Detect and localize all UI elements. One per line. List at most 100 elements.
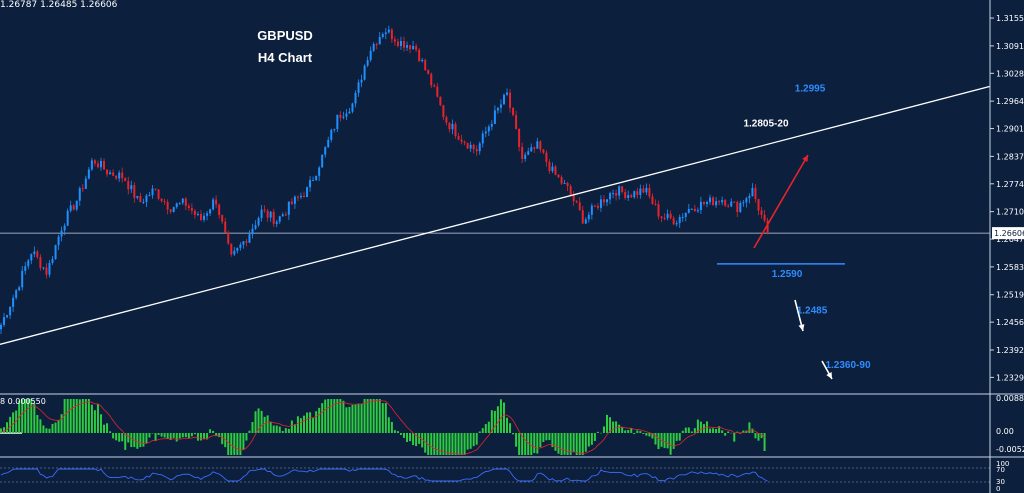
candle-body	[339, 114, 342, 118]
macd-bar	[636, 430, 639, 433]
price-tick-label: 1.27740	[996, 180, 1024, 189]
candle-body	[175, 203, 178, 208]
candle-body	[636, 191, 639, 195]
candle-body	[369, 50, 372, 61]
candle-body	[536, 141, 539, 149]
macd-bar	[524, 433, 527, 455]
candle-body	[639, 188, 642, 195]
candle-body	[690, 208, 693, 210]
candle-body	[742, 202, 745, 204]
candle-body	[109, 172, 112, 175]
macd-bar	[12, 412, 15, 433]
bearish-arrow-head	[826, 372, 832, 379]
candle-body	[327, 139, 330, 148]
macd-bar	[333, 399, 336, 433]
macd-bar	[742, 430, 745, 433]
macd-panel	[0, 399, 766, 455]
macd-bar	[75, 399, 78, 433]
candle-body	[36, 251, 39, 258]
macd-bar	[3, 427, 6, 433]
macd-bar	[502, 402, 505, 433]
macd-bar	[230, 433, 233, 455]
candle-body	[736, 201, 739, 212]
candle-body	[415, 46, 418, 50]
candle-body	[760, 210, 763, 215]
candle-body	[393, 39, 396, 42]
macd-bar	[557, 433, 560, 454]
macd-bar	[251, 421, 254, 433]
macd-bar	[430, 433, 433, 455]
candle-body	[296, 196, 299, 198]
macd-bar	[457, 433, 460, 455]
macd-bar	[421, 433, 424, 448]
candle-body	[660, 216, 663, 219]
macd-bar	[106, 423, 109, 433]
macd-bar	[281, 431, 284, 433]
macd-bar	[551, 433, 554, 448]
candle-body	[57, 236, 60, 246]
macd-bar	[418, 433, 421, 444]
candle-body	[512, 107, 515, 116]
macd-bar	[718, 426, 721, 433]
macd-bar	[760, 433, 763, 439]
candle-body	[630, 195, 633, 198]
candle-body	[675, 223, 678, 225]
macd-bar	[621, 427, 624, 433]
macd-bar	[169, 433, 172, 440]
macd-bar	[9, 416, 12, 433]
candle-body	[509, 92, 512, 108]
macd-bar	[630, 428, 633, 433]
macd-bar	[342, 400, 345, 433]
macd-bar	[178, 433, 181, 439]
candle-body	[24, 266, 27, 271]
candle-body	[696, 210, 699, 212]
candle-body	[106, 169, 109, 175]
candle-body	[160, 198, 163, 202]
candle-body	[436, 86, 439, 97]
macd-bar	[190, 433, 193, 437]
macd-bar	[157, 433, 160, 435]
candle-body	[709, 197, 712, 203]
candle-body	[236, 247, 239, 251]
macd-bar	[475, 433, 478, 445]
candle-body	[227, 232, 230, 244]
price-tick-label: 1.29640	[996, 97, 1024, 106]
candle-body	[481, 133, 484, 144]
macd-bar	[448, 433, 451, 455]
candle-body	[612, 192, 615, 194]
macd-bar	[587, 433, 590, 447]
macd-bar	[0, 428, 2, 433]
macd-bar	[454, 433, 457, 455]
macd-bar	[424, 433, 427, 453]
candle-body	[357, 82, 360, 93]
macd-bar	[163, 433, 166, 438]
macd-bar	[633, 433, 636, 435]
candle-body	[590, 205, 593, 215]
candle-body	[530, 147, 533, 152]
macd-bar	[45, 428, 48, 433]
macd-bar	[254, 411, 257, 433]
candle-body	[351, 103, 354, 112]
macd-bar	[142, 433, 145, 447]
candle-body	[290, 201, 293, 204]
candle-body	[90, 160, 93, 170]
macd-bar	[266, 415, 269, 433]
candle-body	[233, 250, 236, 255]
macd-bar	[93, 410, 96, 433]
macd-bar	[293, 424, 296, 433]
candle-body	[702, 201, 705, 205]
candle-body	[196, 213, 199, 215]
macd-bar	[721, 430, 724, 433]
macd-bar	[24, 399, 27, 433]
candle-body	[699, 201, 702, 211]
macd-bar	[278, 426, 281, 433]
price-panel	[0, 25, 991, 345]
macd-bar	[239, 433, 242, 455]
macd-bar	[99, 414, 102, 433]
candle-body	[496, 107, 499, 111]
candle-body	[218, 204, 221, 216]
candle-body	[78, 188, 81, 201]
macd-bar	[712, 428, 715, 433]
candle-body	[87, 169, 90, 179]
